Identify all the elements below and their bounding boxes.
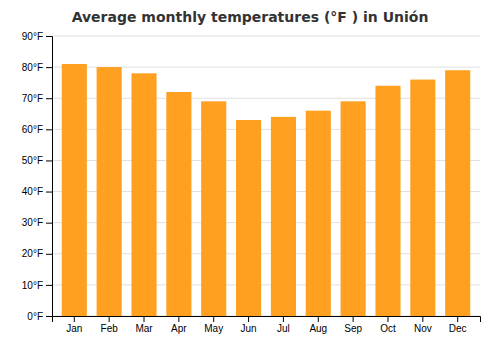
axis-line <box>46 37 53 317</box>
tick-label: 0°F <box>27 311 43 322</box>
tick: 40°F <box>22 186 52 197</box>
tick-mark <box>46 36 52 37</box>
tick: 50°F <box>22 155 52 166</box>
tick-label: 70°F <box>22 93 43 104</box>
tick-mark <box>46 285 52 286</box>
tick-label: Aug <box>309 323 327 334</box>
tick-label: 50°F <box>22 155 43 166</box>
bar <box>97 67 122 316</box>
bar <box>166 92 191 316</box>
tick-label: Dec <box>449 323 467 334</box>
bar <box>341 101 366 316</box>
tick-label: Mar <box>135 323 153 334</box>
tick-mark <box>178 316 179 322</box>
bar <box>375 86 400 316</box>
tick-mark <box>46 192 52 193</box>
tick: May <box>204 316 223 334</box>
title: Average monthly temperatures (°F ) in Un… <box>72 9 429 25</box>
bar <box>410 80 435 316</box>
tick: Apr <box>171 316 187 334</box>
tick-mark <box>422 316 423 322</box>
bar <box>445 70 470 316</box>
tick-mark <box>46 129 52 130</box>
tick-mark <box>387 316 388 322</box>
tick-mark <box>318 316 319 322</box>
tick: Jun <box>241 316 257 334</box>
chart-svg: 0°F 10°F 20°F 30°F 40°F 50°F 60°F 70°F 80°F 90°F J… <box>0 0 500 350</box>
bar <box>271 117 296 316</box>
tick: Jan <box>66 316 82 334</box>
tick-label: May <box>204 323 223 334</box>
tick-label: Feb <box>101 323 119 334</box>
tick-mark <box>46 160 52 161</box>
tick-label: Apr <box>171 323 187 334</box>
chart-container: 0°F 10°F 20°F 30°F 40°F 50°F 60°F 70°F 80°F 90°F J… <box>0 0 500 350</box>
y-axis: 0°F 10°F 20°F 30°F 40°F 50°F 60°F 70°F 80°F 90°F <box>22 31 53 322</box>
bar <box>236 120 261 316</box>
tick: 10°F <box>22 280 52 291</box>
tick: Dec <box>449 316 467 334</box>
tick-label: 90°F <box>22 31 43 42</box>
tick-label: 30°F <box>22 217 43 228</box>
bar <box>131 73 156 316</box>
tick: 60°F <box>22 124 52 135</box>
tick-mark <box>283 316 284 322</box>
grid-line <box>52 36 480 37</box>
tick-mark <box>46 316 52 317</box>
tick-mark <box>46 98 52 99</box>
tick-mark <box>248 316 249 322</box>
tick-label: Jun <box>241 323 257 334</box>
tick-label: Jan <box>66 323 82 334</box>
axis-line <box>53 317 481 323</box>
tick: Oct <box>380 316 396 334</box>
bars <box>62 64 470 316</box>
tick-mark <box>457 316 458 322</box>
tick: Sep <box>344 316 362 334</box>
tick-label: 10°F <box>22 280 43 291</box>
tick: 0°F <box>27 311 52 322</box>
tick-mark <box>353 316 354 322</box>
tick: 20°F <box>22 248 52 259</box>
tick: Aug <box>309 316 327 334</box>
tick: 90°F <box>22 31 52 42</box>
bar <box>201 101 226 316</box>
tick-label: 60°F <box>22 124 43 135</box>
tick-label: Oct <box>380 323 396 334</box>
tick: 30°F <box>22 217 52 228</box>
grid <box>52 36 480 316</box>
tick-label: Jul <box>277 323 290 334</box>
tick-label: Nov <box>414 323 432 334</box>
tick: Nov <box>414 316 432 334</box>
tick-label: Sep <box>344 323 362 334</box>
tick-mark <box>109 316 110 322</box>
tick-mark <box>144 316 145 322</box>
tick-mark <box>46 67 52 68</box>
x-axis: Jan Feb Mar Apr May Jun Jul Aug Sep Oct Nov Dec <box>53 316 481 334</box>
tick-mark <box>46 223 52 224</box>
tick: Feb <box>101 316 119 334</box>
tick-label: 40°F <box>22 186 43 197</box>
tick-label: 20°F <box>22 248 43 259</box>
tick: Mar <box>135 316 153 334</box>
tick-mark <box>46 254 52 255</box>
tick: 70°F <box>22 93 52 104</box>
tick-mark <box>213 316 214 322</box>
plot-area: 0°F 10°F 20°F 30°F 40°F 50°F 60°F 70°F 80°F 90°F J… <box>22 31 481 334</box>
tick: 80°F <box>22 62 52 73</box>
tick: Jul <box>277 316 290 334</box>
tick-label: 80°F <box>22 62 43 73</box>
bar <box>306 111 331 316</box>
bar <box>62 64 87 316</box>
tick-mark <box>74 316 75 322</box>
